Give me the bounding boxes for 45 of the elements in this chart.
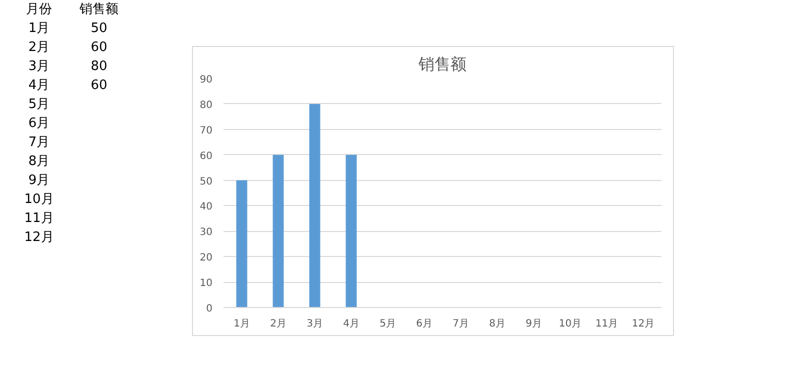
text: 60 <box>90 77 108 95</box>
x-tick-label: 10月 <box>558 318 582 330</box>
y-tick-label: 50 <box>200 176 213 188</box>
y-tick-label: 40 <box>200 202 213 213</box>
x-tick-label: 11月 <box>595 318 618 330</box>
text: 10月 <box>23 191 55 209</box>
x-tick-label: 12月 <box>632 318 655 330</box>
text: 销售额 <box>78 1 120 19</box>
text: 1月 <box>27 20 51 38</box>
text: 3月 <box>27 58 51 76</box>
y-tick-label: 30 <box>200 227 213 238</box>
bar <box>272 154 284 308</box>
text: 9月 <box>27 172 51 190</box>
y-tick-label: 10 <box>200 278 213 290</box>
x-tick-label: 9月 <box>526 318 542 330</box>
x-tick-label: 5月 <box>380 318 396 330</box>
x-tick-label: 3月 <box>306 318 323 330</box>
x-tick-label: 2月 <box>270 318 286 330</box>
y-tick-label: 70 <box>200 125 213 136</box>
x-tick-label: 1月 <box>234 318 250 330</box>
text: 50 <box>90 20 108 38</box>
x-tick-label: 6月 <box>416 318 432 330</box>
text: 2月 <box>27 39 51 57</box>
bar <box>346 154 357 308</box>
bar <box>236 180 248 308</box>
chart-title: 销售额 <box>418 54 466 74</box>
text: 5月 <box>27 96 51 114</box>
x-tick-label: 8月 <box>489 318 506 330</box>
y-tick-label: 60 <box>200 150 213 162</box>
text: 4月 <box>27 77 51 95</box>
y-tick-label: 20 <box>200 252 213 264</box>
text: 6月 <box>27 115 51 133</box>
bar <box>309 104 320 308</box>
y-tick-label: 0 <box>206 304 213 314</box>
text: 7月 <box>27 134 51 152</box>
text: 12月 <box>23 229 55 247</box>
x-tick-label: 4月 <box>343 318 360 330</box>
x-tick-label: 7月 <box>452 318 469 330</box>
text: 60 <box>90 39 108 57</box>
y-tick-label: 90 <box>200 74 213 86</box>
text: 80 <box>90 58 108 76</box>
text: 11月 <box>23 210 55 228</box>
text: 月份 <box>25 1 53 19</box>
y-tick-label: 80 <box>200 100 213 111</box>
text: 8月 <box>27 153 51 171</box>
